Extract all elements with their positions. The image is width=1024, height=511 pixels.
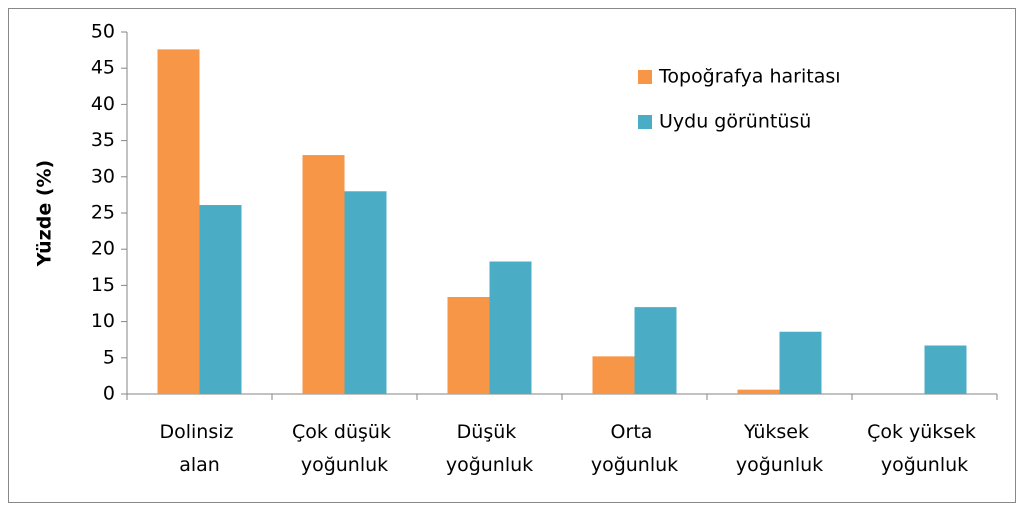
x-tick-label-line: Çok düşük	[292, 421, 397, 443]
x-tick-label-line: yoğunluk	[736, 454, 823, 476]
y-tick-label: 30	[91, 165, 115, 187]
x-tick-label: Yüksek yoğunluk	[736, 421, 823, 476]
bar	[157, 49, 200, 394]
x-tick-label-line: Dolinsiz	[159, 421, 239, 443]
legend-label: Topoğrafya haritası	[658, 66, 841, 88]
y-tick-label: 15	[91, 274, 115, 296]
y-tick-label: 45	[91, 57, 115, 79]
bar	[447, 296, 490, 394]
y-tick-label: 10	[91, 310, 115, 332]
x-tick-label: Dolinsiz alan	[159, 421, 239, 476]
bar	[634, 307, 677, 394]
x-tick-label-line: yoğunluk	[301, 454, 388, 476]
bar	[779, 331, 822, 394]
bar	[489, 261, 532, 394]
bar	[199, 205, 242, 394]
legend-swatch	[638, 115, 652, 129]
x-tick-label-line: Çok yüksek	[867, 421, 982, 443]
y-tick-label: 0	[103, 383, 115, 405]
y-tick-label: 20	[91, 238, 115, 260]
x-tick-label: Düşük yoğunluk	[446, 421, 533, 476]
x-tick-label-line: yoğunluk	[591, 454, 678, 476]
y-tick-label: 50	[91, 21, 115, 43]
x-tick-label-line: alan	[179, 454, 220, 476]
y-axis-label: Yüzde (%)	[34, 160, 56, 267]
bar	[302, 155, 345, 394]
bar	[924, 345, 967, 394]
bar	[592, 356, 635, 394]
x-tick-label-line: yoğunluk	[446, 454, 533, 476]
y-tick-label: 25	[91, 202, 115, 224]
x-tick-label-line: Düşük	[457, 421, 523, 443]
bar	[737, 389, 780, 394]
x-tick-label: Çok düşük yoğunluk	[292, 421, 397, 476]
bar	[344, 191, 387, 394]
x-tick-label-line: Yüksek	[743, 421, 815, 443]
y-tick-label: 5	[103, 346, 115, 368]
y-tick-label: 35	[91, 129, 115, 151]
x-tick-label: Çok yüksek yoğunluk	[867, 421, 982, 476]
legend-label: Uydu görüntüsü	[659, 111, 811, 133]
x-tick-label: Orta yoğunluk	[591, 421, 678, 476]
x-tick-label-line: yoğunluk	[881, 454, 968, 476]
y-tick-label: 40	[91, 93, 115, 115]
legend-swatch	[638, 70, 652, 84]
x-tick-label-line: Orta	[611, 421, 659, 443]
